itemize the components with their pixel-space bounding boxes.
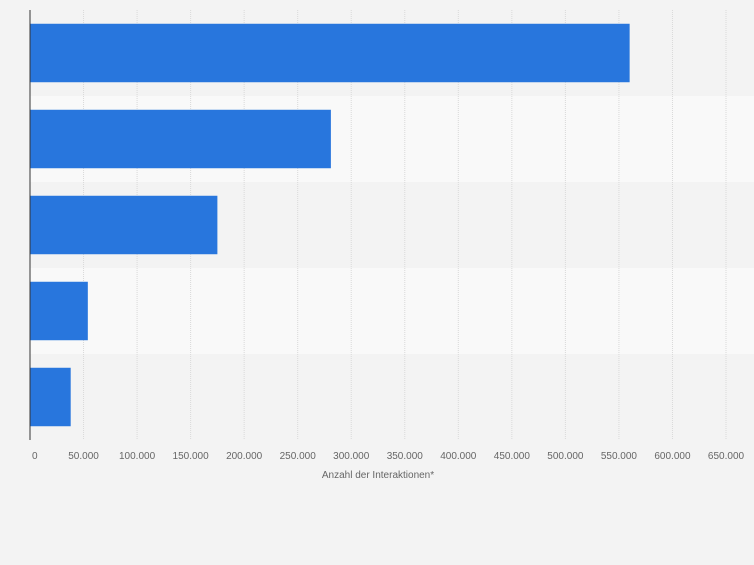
x-tick-label: 300.000 xyxy=(333,451,370,462)
x-tick-label: 500.000 xyxy=(547,451,584,462)
bar[interactable] xyxy=(30,195,218,255)
x-tick-label: 550.000 xyxy=(601,451,638,462)
x-tick-label: 150.000 xyxy=(173,451,210,462)
x-tick-label: 200.000 xyxy=(226,451,263,462)
x-tick-labels: 0 50.000 100.000 150.000 200.000 250.000 300.0… xyxy=(32,451,745,462)
bar[interactable] xyxy=(30,367,71,427)
x-tick-label: 350.000 xyxy=(387,451,424,462)
bar[interactable] xyxy=(30,23,630,83)
row-band xyxy=(30,268,754,354)
x-axis-label: Anzahl der Interaktionen* xyxy=(322,470,434,481)
x-tick-label: 50.000 xyxy=(68,451,99,462)
bars xyxy=(30,23,630,427)
x-tick-label: 600.000 xyxy=(654,451,691,462)
row-band xyxy=(30,354,754,440)
row-bands xyxy=(30,0,754,440)
x-tick-label: 450.000 xyxy=(494,451,531,462)
x-tick-label: 250.000 xyxy=(280,451,317,462)
x-tick-label: 400.000 xyxy=(440,451,477,462)
x-tick-label: 0 xyxy=(32,451,38,462)
x-tick-label: 100.000 xyxy=(119,451,156,462)
bar[interactable] xyxy=(30,109,331,169)
x-tick-label: 650.000 xyxy=(708,451,745,462)
bar[interactable] xyxy=(30,281,88,341)
